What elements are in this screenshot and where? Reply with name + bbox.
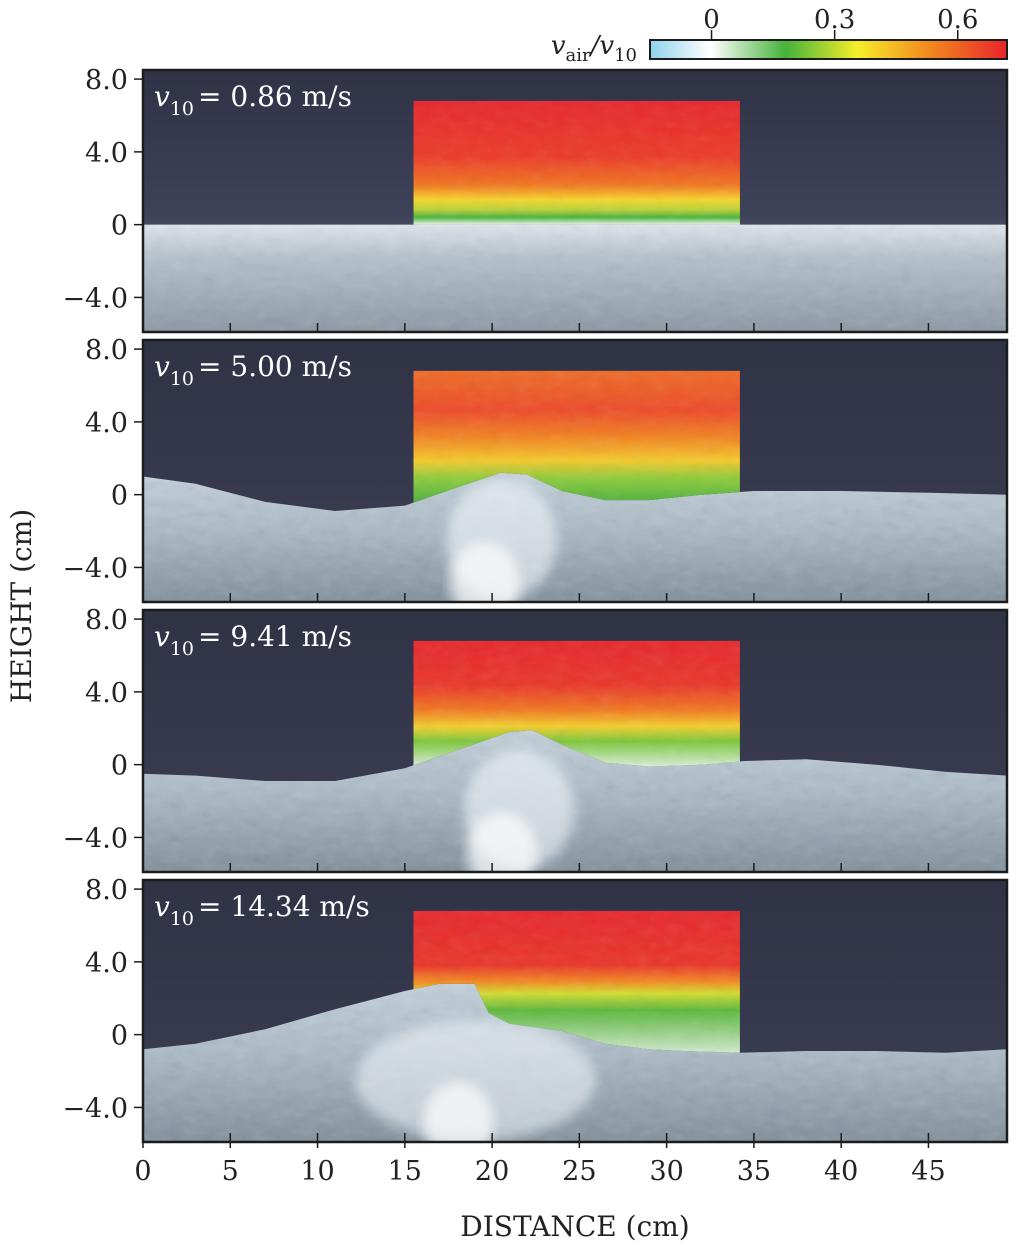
colorbar-bar <box>649 39 1008 60</box>
piv-texture <box>413 370 740 503</box>
colorbar: vair/v10 0 0.3 0.6 <box>551 5 1008 66</box>
water-texture <box>143 224 1007 332</box>
y-tick-label: 8.0 <box>85 605 128 636</box>
panel-2: 8.0 4.0 0 −4.0 v10 = 5.00 m/s <box>62 335 1009 604</box>
wave-texture <box>143 730 1007 872</box>
y-tick-label: 0 <box>111 211 128 242</box>
foam-highlight <box>449 542 520 602</box>
colorbar-tick-label: 0 <box>703 5 720 35</box>
panel-3: 8.0 4.0 0 −4.0 v10 = 9.41 m/s <box>62 605 1009 874</box>
panel-image <box>143 880 1007 1142</box>
colorbar-ticks: 0 0.3 0.6 <box>703 5 978 40</box>
x-tick-label: 5 <box>222 1156 239 1187</box>
colorbar-tick-label: 0.6 <box>937 5 978 35</box>
foam-highlight <box>423 1082 494 1142</box>
panel-frame <box>141 338 1009 604</box>
x-tick-label: 45 <box>911 1156 945 1187</box>
y-tick-label: 4.0 <box>85 138 128 169</box>
piv-texture <box>413 100 740 225</box>
x-tick-label: 30 <box>649 1156 683 1187</box>
y-tick-label: 4.0 <box>85 678 128 709</box>
panel-label: v10 = 9.41 m/s <box>154 620 352 660</box>
panel-image <box>143 70 1007 332</box>
x-tick-label: 40 <box>824 1156 858 1187</box>
foam-highlight <box>467 812 537 872</box>
panel-label: v10 = 0.86 m/s <box>154 80 352 120</box>
y-tick-label: 4.0 <box>85 948 128 979</box>
panels: 8.0 4.0 0 −4.0 v10 = 0.86 m/s 8.0 4.0 0 −4.0 v10 = … <box>62 65 1009 1144</box>
piv-texture <box>413 910 740 1053</box>
y-tick-label: 8.0 <box>85 875 128 906</box>
y-tick-label: −4.0 <box>62 1093 128 1124</box>
y-tick-label: −4.0 <box>62 283 128 314</box>
y-tick-label: 8.0 <box>85 335 128 366</box>
x-tick-label: 25 <box>562 1156 596 1187</box>
piv-texture <box>413 640 740 767</box>
y-tick-label: 4.0 <box>85 408 128 439</box>
foam-highlight <box>355 1020 596 1141</box>
panel-1: 8.0 4.0 0 −4.0 v10 = 0.86 m/s <box>62 65 1009 334</box>
colorbar-label: vair/v10 <box>551 31 637 66</box>
y-tick-label: −4.0 <box>62 823 128 854</box>
panel-label: v10 = 14.34 m/s <box>154 890 370 930</box>
y-tick-label: 0 <box>111 751 128 782</box>
x-tick-label: 20 <box>475 1156 509 1187</box>
y-tick-label: −4.0 <box>62 553 128 584</box>
x-tick-label: 0 <box>134 1156 151 1187</box>
y-tick-label: 0 <box>111 481 128 512</box>
panel-image <box>143 610 1007 872</box>
y-axis-label: HEIGHT (cm) <box>5 509 38 703</box>
panel-4: 8.0 4.0 0 −4.0 v10 = 14.34 m/s <box>62 875 1009 1144</box>
x-tick-label: 10 <box>300 1156 334 1187</box>
panel-image <box>143 340 1007 602</box>
x-axis-label: DISTANCE (cm) <box>460 1210 689 1243</box>
panel-frame <box>141 878 1009 1144</box>
x-tick-label: 15 <box>388 1156 422 1187</box>
x-axis: 0 5 10 15 20 25 30 35 40 45 <box>134 1142 946 1187</box>
panel-label: v10 = 5.00 m/s <box>154 350 352 390</box>
panel-frame <box>141 608 1009 874</box>
y-tick-label: 8.0 <box>85 65 128 96</box>
y-tick-label: 0 <box>111 1021 128 1052</box>
panel-frame <box>141 68 1009 334</box>
x-tick-label: 35 <box>737 1156 771 1187</box>
wave-texture <box>143 472 1007 602</box>
colorbar-tick-label: 0.3 <box>814 5 855 35</box>
